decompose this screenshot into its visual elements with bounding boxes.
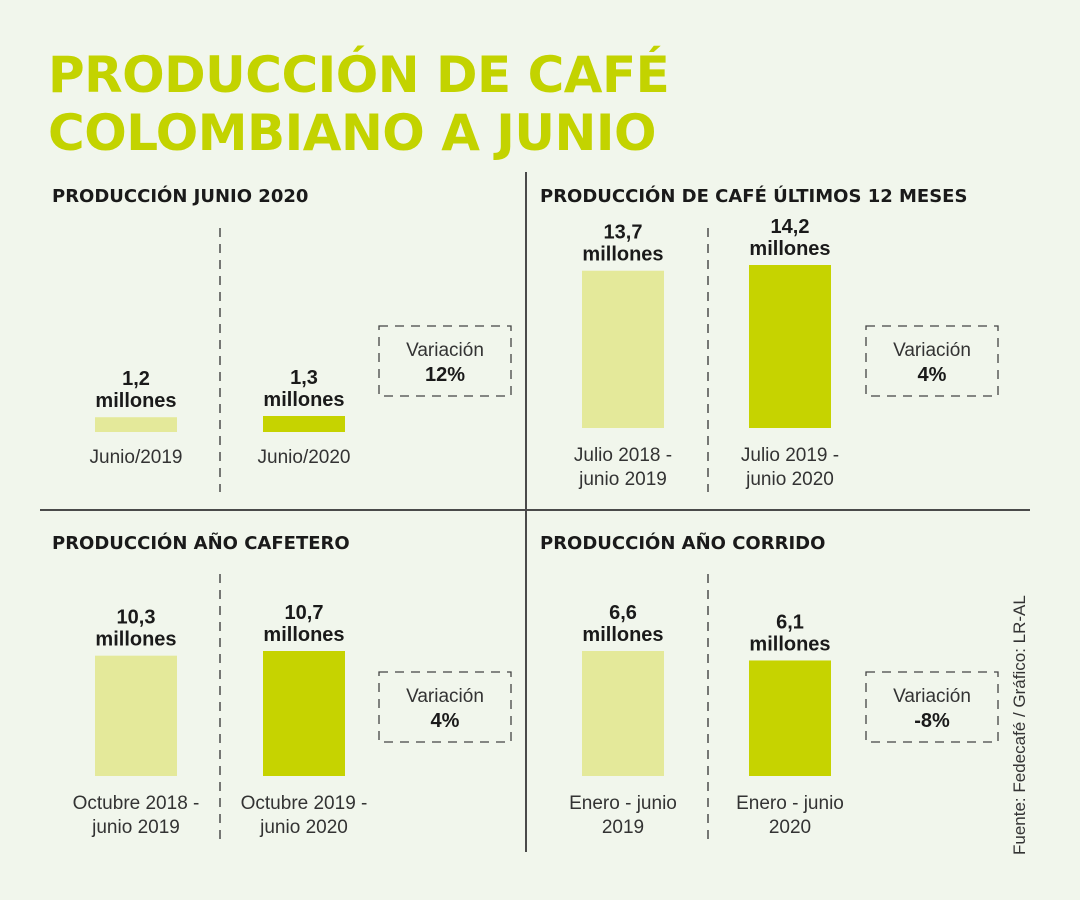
category-label-0-0-0: Junio/2019 xyxy=(90,447,183,468)
value-unit-0-0: millones xyxy=(95,390,176,412)
variation-label-1: Variación xyxy=(893,340,971,361)
variation-value-0: 12% xyxy=(425,364,465,386)
value-unit-2-1: millones xyxy=(263,624,344,646)
variation-label-3: Variación xyxy=(893,686,971,707)
bar-3-0 xyxy=(582,651,664,776)
value-unit-3-0: millones xyxy=(582,624,663,646)
value-label-0-0: 1,2 xyxy=(122,368,150,390)
bar-0-1 xyxy=(263,416,345,432)
variation-value-3: -8% xyxy=(914,710,950,732)
value-label-0-1: 1,3 xyxy=(290,367,318,389)
value-unit-0-1: millones xyxy=(263,389,344,411)
value-label-2-0: 10,3 xyxy=(117,607,156,629)
category-label-1-1-0: Julio 2019 - xyxy=(741,445,839,466)
value-label-3-0: 6,6 xyxy=(609,602,637,624)
value-unit-1-1: millones xyxy=(749,238,830,260)
category-label-1-0-1: junio 2019 xyxy=(578,469,667,490)
category-label-0-1-0: Junio/2020 xyxy=(258,447,351,468)
bar-1-1 xyxy=(749,265,831,428)
horizontal-divider xyxy=(40,509,1030,511)
bar-0-0 xyxy=(95,417,177,432)
infographic-title: PRODUCCIÓN DE CAFÉ COLOMBIANO A JUNIO xyxy=(48,46,670,162)
variation-box-2 xyxy=(378,671,512,743)
panel-title-12-meses: PRODUCCIÓN DE CAFÉ ÚLTIMOS 12 MESES xyxy=(540,186,968,207)
value-unit-2-0: millones xyxy=(95,629,176,651)
bar-2-0 xyxy=(95,655,177,776)
category-label-2-0-1: junio 2019 xyxy=(91,817,180,838)
variation-label-2: Variación xyxy=(406,686,484,707)
panel-title-ano-corrido: PRODUCCIÓN AÑO CORRIDO xyxy=(540,533,826,554)
variation-label-0: Variación xyxy=(406,340,484,361)
panel-title-ano-cafetero: PRODUCCIÓN AÑO CAFETERO xyxy=(52,533,350,554)
bar-3-1 xyxy=(749,660,831,776)
source-note: Fuente: Fedecafé / Gráfico: LR-AL xyxy=(1010,595,1029,855)
variation-value-1: 4% xyxy=(918,364,947,386)
variation-value-2: 4% xyxy=(431,710,460,732)
title-line-1: PRODUCCIÓN DE CAFÉ xyxy=(48,46,670,104)
vertical-divider xyxy=(525,172,527,852)
category-label-3-1-1: 2020 xyxy=(769,817,811,838)
category-label-1-0-0: Julio 2018 - xyxy=(574,445,672,466)
category-label-1-1-1: junio 2020 xyxy=(745,469,834,490)
category-label-2-1-1: junio 2020 xyxy=(259,817,348,838)
value-unit-3-1: millones xyxy=(749,633,830,655)
value-label-2-1: 10,7 xyxy=(285,602,324,624)
category-label-2-0-0: Octubre 2018 - xyxy=(73,793,200,814)
value-unit-1-0: millones xyxy=(582,244,663,266)
bar-1-0 xyxy=(582,270,664,428)
category-label-2-1-0: Octubre 2019 - xyxy=(241,793,368,814)
value-label-1-1: 14,2 xyxy=(771,216,810,238)
category-label-3-1-0: Enero - junio xyxy=(736,793,844,814)
variation-box-0 xyxy=(378,325,512,397)
category-label-3-0-1: 2019 xyxy=(602,817,644,838)
bar-2-1 xyxy=(263,651,345,776)
category-label-3-0-0: Enero - junio xyxy=(569,793,677,814)
title-line-2: COLOMBIANO A JUNIO xyxy=(48,104,656,162)
panel-title-junio: PRODUCCIÓN JUNIO 2020 xyxy=(52,186,309,207)
value-label-3-1: 6,1 xyxy=(776,611,804,633)
variation-box-3 xyxy=(865,671,999,743)
variation-box-1 xyxy=(865,325,999,397)
value-label-1-0: 13,7 xyxy=(604,222,643,244)
